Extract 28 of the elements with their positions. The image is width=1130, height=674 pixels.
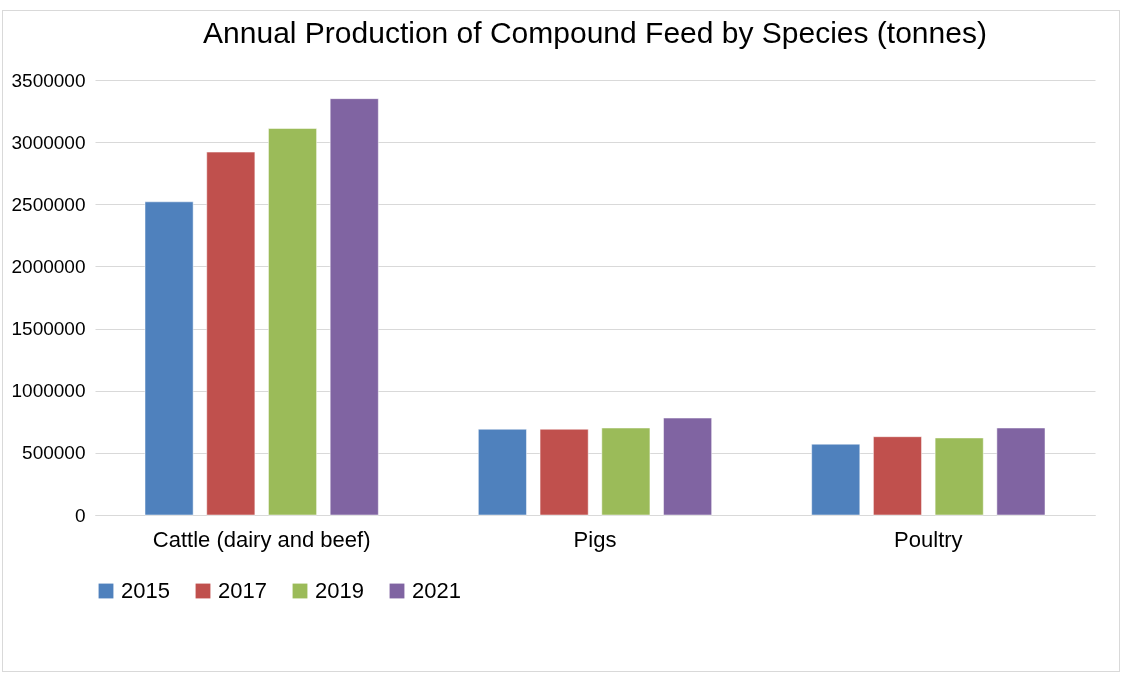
bar [268, 128, 317, 516]
x-tick-label: Pigs [573, 526, 617, 552]
bar [329, 98, 379, 516]
bar [811, 443, 861, 516]
bar [206, 151, 256, 516]
bar [996, 427, 1046, 516]
legend-label: 2017 [218, 578, 267, 603]
bar [663, 417, 712, 516]
y-tick-label: 2000000 [11, 255, 86, 277]
bar [478, 428, 527, 516]
y-tick-label: 1500000 [11, 318, 86, 340]
bar [873, 436, 922, 516]
y-tick-label: 2500000 [11, 193, 86, 215]
legend-label: 2021 [412, 578, 461, 603]
legend-label: 2015 [121, 578, 170, 603]
y-tick-label: 3000000 [11, 131, 86, 153]
x-tick-label: Cattle (dairy and beef) [152, 526, 371, 552]
y-tick-label: 3500000 [11, 69, 86, 91]
y-tick-label: 500000 [22, 442, 86, 464]
y-tick-label: 1000000 [11, 380, 86, 402]
bar [934, 437, 984, 516]
x-tick-label: Poultry [894, 526, 963, 552]
y-tick-label: 0 [74, 504, 86, 526]
bar [144, 201, 194, 516]
bar [601, 427, 651, 516]
legend-label: 2019 [315, 578, 364, 603]
chart-title: Annual Production of Compound Feed by Species (tonnes) [203, 16, 987, 49]
bar [539, 428, 589, 516]
